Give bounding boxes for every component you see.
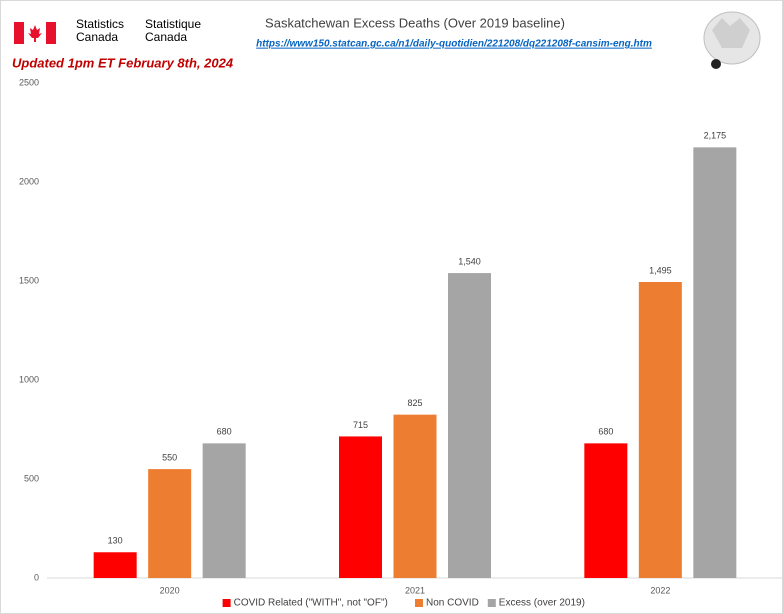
legend-label: COVID Related ("WITH", not "OF")	[234, 598, 388, 609]
org-fr: Canada	[145, 30, 187, 44]
bar	[93, 552, 137, 578]
bar	[202, 443, 246, 578]
bar	[638, 281, 682, 578]
y-tick-label: 2500	[19, 77, 39, 87]
org-en: Statistics	[76, 17, 124, 31]
chart-title: Saskatchewan Excess Deaths (Over 2019 ba…	[265, 15, 565, 30]
y-tick-label: 500	[24, 473, 39, 483]
y-tick-label: 0	[34, 572, 39, 582]
value-label: 680	[598, 427, 613, 437]
x-tick-label: 2022	[650, 585, 670, 595]
y-tick-label: 1500	[19, 275, 39, 285]
legend-label: Excess (over 2019)	[499, 598, 585, 609]
bar	[339, 436, 382, 578]
y-tick-label: 2000	[19, 176, 39, 186]
legend-swatch	[415, 599, 423, 607]
value-label: 680	[217, 427, 232, 437]
org-en: Canada	[76, 30, 118, 44]
value-label: 130	[108, 536, 123, 546]
value-label: 550	[162, 452, 177, 462]
value-label: 715	[353, 420, 368, 430]
bar	[693, 147, 737, 578]
value-label: 1,540	[458, 256, 481, 266]
y-tick-label: 1000	[19, 374, 39, 384]
legend-label: Non COVID	[426, 598, 479, 609]
legend-swatch	[487, 599, 496, 607]
wolf-logo	[703, 11, 761, 69]
updated-note: Updated 1pm ET February 8th, 2024	[12, 55, 234, 70]
value-label: 1,495	[649, 265, 672, 275]
x-tick-label: 2021	[405, 585, 425, 595]
canada-flag	[14, 22, 56, 44]
source-link[interactable]: https://www150.statcan.gc.ca/n1/daily-qu…	[256, 39, 652, 50]
bar	[393, 414, 437, 578]
org-fr: Statistique	[145, 17, 201, 31]
value-label: 825	[407, 398, 422, 408]
bar	[448, 273, 491, 578]
value-label: 2,175	[704, 131, 727, 141]
legend-swatch	[222, 599, 231, 607]
x-tick-label: 2020	[160, 585, 180, 595]
bar	[584, 443, 628, 578]
bar	[148, 469, 192, 578]
